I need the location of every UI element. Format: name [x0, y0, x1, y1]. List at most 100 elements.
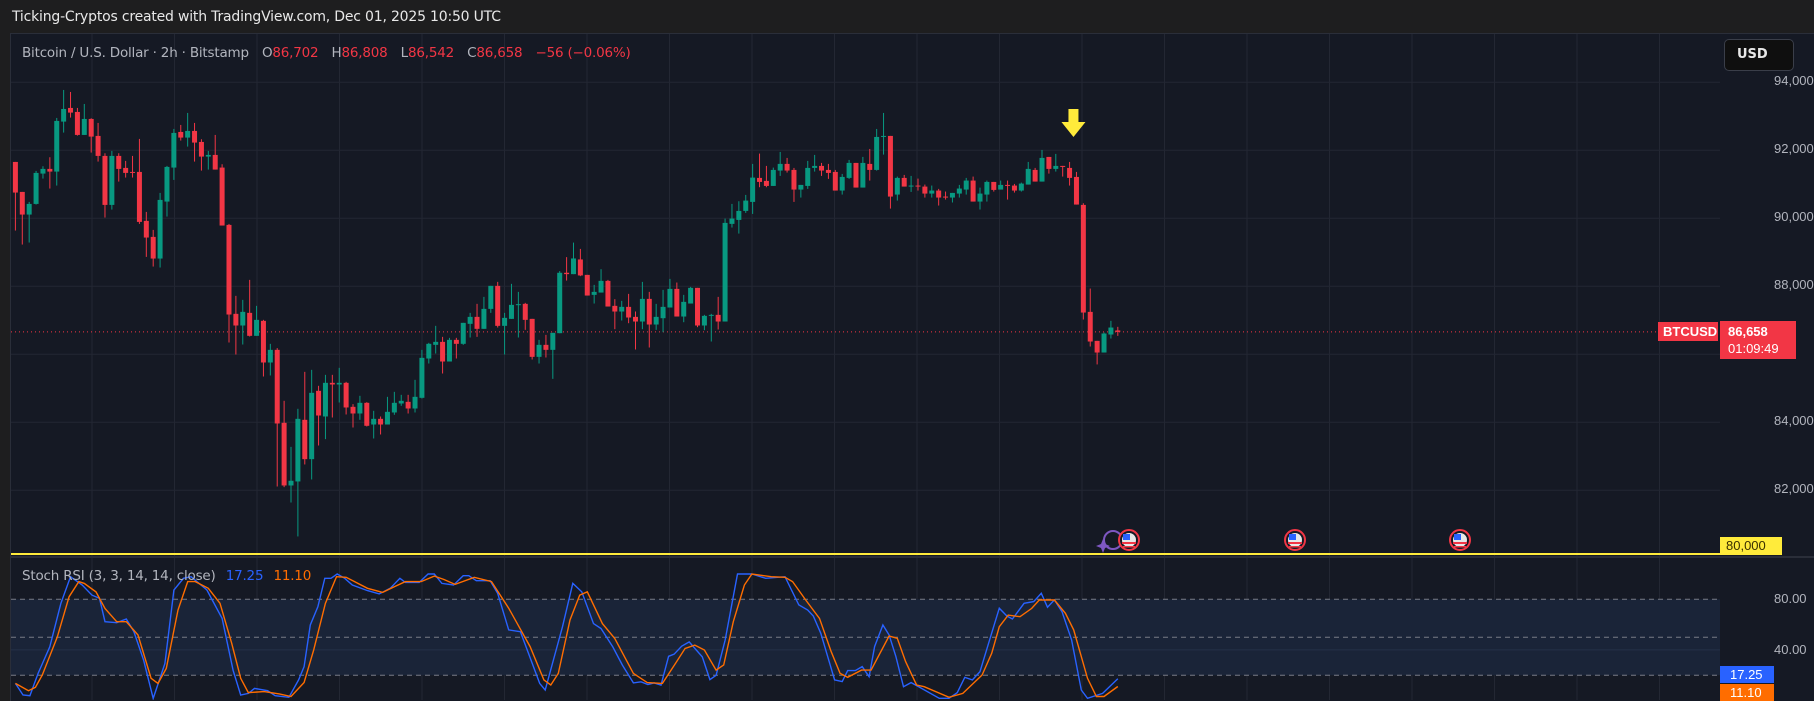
candle[interactable] — [522, 302, 528, 330]
candle[interactable] — [419, 349, 425, 399]
candle[interactable] — [646, 291, 652, 348]
candle[interactable] — [150, 229, 156, 267]
candle[interactable] — [922, 184, 928, 198]
candle[interactable] — [12, 161, 18, 231]
candle[interactable] — [226, 223, 232, 343]
candle[interactable] — [364, 402, 370, 427]
candle[interactable] — [1025, 161, 1031, 185]
candle[interactable] — [515, 291, 521, 338]
candle[interactable] — [936, 188, 942, 206]
candle[interactable] — [763, 165, 769, 188]
candle[interactable] — [819, 162, 825, 176]
candle[interactable] — [54, 117, 60, 186]
candle[interactable] — [1073, 171, 1079, 205]
candle[interactable] — [991, 181, 997, 192]
candle[interactable] — [19, 191, 25, 245]
candle[interactable] — [316, 385, 322, 446]
candle[interactable] — [605, 279, 611, 307]
candle[interactable] — [185, 112, 191, 147]
candle[interactable] — [205, 150, 211, 170]
candle[interactable] — [143, 211, 149, 257]
candle[interactable] — [695, 287, 701, 328]
candle[interactable] — [598, 269, 604, 293]
candle[interactable] — [426, 342, 432, 364]
candle[interactable] — [784, 157, 790, 173]
candle[interactable] — [474, 303, 480, 337]
candle[interactable] — [956, 184, 962, 198]
candle[interactable] — [805, 160, 811, 189]
candle[interactable] — [667, 278, 673, 308]
candle[interactable] — [653, 303, 659, 330]
candle[interactable] — [722, 218, 728, 322]
candle[interactable] — [405, 394, 411, 414]
candle[interactable] — [1087, 288, 1093, 347]
candle[interactable] — [440, 336, 446, 374]
candle[interactable] — [157, 192, 163, 268]
candle[interactable] — [701, 314, 707, 331]
candle[interactable] — [336, 367, 342, 403]
candle[interactable] — [453, 337, 459, 359]
candle[interactable] — [998, 180, 1004, 190]
candle[interactable] — [136, 138, 142, 224]
candle[interactable] — [860, 156, 866, 188]
candle[interactable] — [626, 293, 632, 324]
candle[interactable] — [102, 153, 108, 218]
candle[interactable] — [688, 286, 694, 304]
candle[interactable] — [302, 371, 308, 465]
candle[interactable] — [433, 325, 439, 354]
candle[interactable] — [398, 394, 404, 406]
candle[interactable] — [881, 112, 887, 155]
candle[interactable] — [1101, 332, 1107, 353]
candle[interactable] — [736, 201, 742, 234]
candle[interactable] — [1018, 182, 1024, 192]
candle[interactable] — [1011, 183, 1017, 193]
candle[interactable] — [901, 174, 907, 187]
candle[interactable] — [81, 103, 87, 135]
candle[interactable] — [1080, 203, 1086, 320]
candle[interactable] — [908, 175, 914, 192]
candle[interactable] — [171, 128, 177, 180]
candle[interactable] — [867, 148, 873, 181]
candle[interactable] — [212, 134, 218, 170]
candle[interactable] — [309, 369, 315, 480]
candle[interactable] — [757, 153, 763, 188]
candle[interactable] — [1053, 153, 1059, 172]
candle[interactable] — [198, 139, 204, 171]
candle[interactable] — [1067, 161, 1073, 186]
candle[interactable] — [467, 312, 473, 338]
candle[interactable] — [254, 305, 260, 336]
candle[interactable] — [812, 154, 818, 172]
candle[interactable] — [33, 170, 39, 205]
candle[interactable] — [267, 343, 273, 376]
candle[interactable] — [577, 248, 583, 277]
candle[interactable] — [192, 122, 198, 162]
candle[interactable] — [274, 348, 280, 487]
candle[interactable] — [281, 400, 287, 488]
candle[interactable] — [915, 178, 921, 191]
candle[interactable] — [791, 167, 797, 202]
candle[interactable] — [1115, 326, 1121, 336]
candle[interactable] — [178, 124, 184, 141]
candle[interactable] — [963, 177, 969, 195]
candle[interactable] — [61, 89, 67, 133]
candle[interactable] — [949, 192, 955, 203]
candle[interactable] — [536, 339, 542, 364]
stoch-rsi-title[interactable]: Stoch RSI (3, 3, 14, 14, close) — [22, 568, 216, 584]
candle[interactable] — [660, 289, 666, 333]
candle[interactable] — [564, 257, 570, 281]
candle[interactable] — [770, 167, 776, 186]
candle[interactable] — [543, 334, 549, 358]
candle[interactable] — [329, 374, 335, 418]
candle[interactable] — [1108, 320, 1114, 339]
candle[interactable] — [750, 163, 756, 214]
candle[interactable] — [109, 150, 115, 210]
candle[interactable] — [240, 299, 246, 345]
candle[interactable] — [715, 296, 721, 330]
candle[interactable] — [846, 159, 852, 179]
candle[interactable] — [40, 166, 46, 179]
candle[interactable] — [247, 279, 253, 337]
candle[interactable] — [164, 165, 170, 217]
candle[interactable] — [233, 295, 239, 355]
candle[interactable] — [874, 128, 880, 171]
